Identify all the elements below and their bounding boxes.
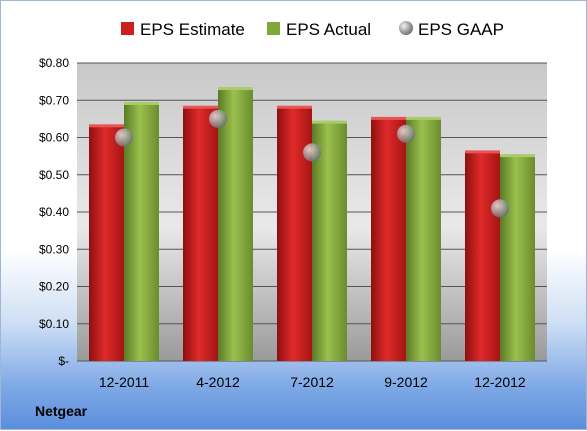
legend-label: EPS Estimate [140, 20, 245, 39]
estimate-bar [183, 107, 218, 361]
y-tick-label: $- [58, 354, 69, 368]
actual-bar [500, 156, 535, 361]
actual-bar [218, 89, 253, 361]
estimate-bar-top [183, 105, 218, 109]
actual-bar-top [406, 116, 441, 120]
estimate-bar-top [371, 116, 406, 120]
estimate-bar [89, 126, 124, 361]
y-tick-label: $0.80 [39, 56, 69, 70]
gaap-marker [209, 109, 227, 128]
gaap-marker [303, 143, 321, 162]
y-tick-label: $0.70 [39, 93, 69, 107]
y-tick-label: $0.20 [39, 280, 69, 294]
bars [89, 87, 535, 361]
gaap-marker [397, 124, 415, 143]
company-label: Netgear [35, 403, 88, 419]
x-tick-label: 4-2012 [196, 374, 240, 390]
actual-bar-top [218, 87, 253, 91]
x-axis: 12-2011 4-2012 7-2012 9-2012 12-2012 [99, 374, 526, 390]
legend-label: EPS Actual [286, 20, 371, 39]
y-tick-label: $0.40 [39, 205, 69, 219]
legend-swatch [121, 22, 134, 35]
estimate-bar [465, 152, 500, 361]
gaap-markers [115, 109, 509, 218]
x-tick-label: 12-2012 [474, 374, 526, 390]
y-tick-label: $0.10 [39, 317, 69, 331]
legend: EPS Estimate EPS Actual EPS GAAP [121, 20, 504, 39]
estimate-bar-top [465, 150, 500, 154]
gaap-marker [491, 199, 509, 218]
gaap-marker [115, 128, 133, 147]
estimate-bar [371, 118, 406, 361]
actual-bar [312, 122, 347, 361]
y-tick-label: $0.60 [39, 131, 69, 145]
x-tick-label: 9-2012 [384, 374, 428, 390]
actual-bar-top [312, 120, 347, 124]
legend-swatch-gaap [399, 21, 413, 35]
actual-bar-top [500, 154, 535, 158]
actual-bar [124, 103, 159, 361]
y-tick-label: $0.30 [39, 242, 69, 256]
actual-bar [406, 118, 441, 361]
estimate-bar-top [277, 105, 312, 109]
legend-label: EPS GAAP [418, 20, 504, 39]
legend-swatch [267, 22, 280, 35]
y-axis: $- $0.10 $0.20 $0.30 $0.40 $0.50 $0.60 $0.70 $0.… [39, 56, 69, 368]
estimate-bar-top [89, 124, 124, 128]
y-tick-label: $0.50 [39, 168, 69, 182]
x-tick-label: 12-2011 [99, 374, 150, 390]
x-tick-label: 7-2012 [290, 374, 334, 390]
actual-bar-top [124, 101, 159, 105]
